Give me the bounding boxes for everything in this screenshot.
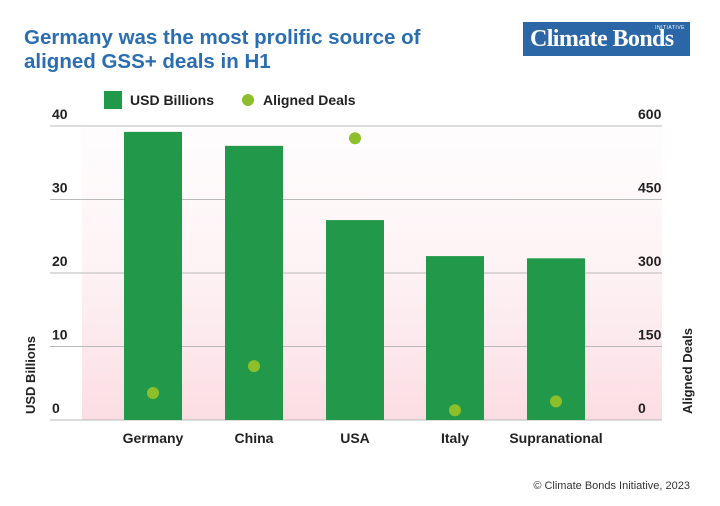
x-tick-label: China	[235, 430, 274, 446]
climate-bonds-logo: Climate Bonds INITIATIVE	[523, 22, 690, 56]
x-tick-label: Supranational	[509, 430, 602, 446]
bar-usa	[326, 220, 384, 420]
logo-small-text: INITIATIVE	[655, 25, 685, 31]
y-tick-label: 20	[52, 253, 68, 269]
dot-usa	[349, 132, 361, 145]
y2-tick-label: 300	[638, 253, 662, 269]
legend-item-dots: Aligned Deals	[214, 92, 356, 108]
dot-italy	[449, 404, 461, 417]
dot-germany	[147, 387, 159, 400]
legend-label-dots: Aligned Deals	[263, 92, 356, 108]
y-tick-label: 10	[52, 327, 68, 343]
bar-italy	[426, 256, 484, 420]
y-tick-label: 40	[52, 106, 68, 122]
legend: USD Billions Aligned Deals	[104, 90, 356, 110]
y-tick-label: 0	[52, 400, 60, 416]
bar-germany	[124, 131, 182, 420]
y-axis-ticks: 0 10 20 30 40	[52, 106, 68, 416]
y2-tick-label: 450	[638, 180, 662, 196]
legend-item-bars: USD Billions	[104, 91, 214, 109]
y2-tick-label: 0	[638, 400, 646, 416]
y-axis-title: USD Billions	[23, 335, 38, 414]
bars	[124, 131, 585, 420]
y2-tick-label: 600	[638, 106, 662, 122]
copyright: © Climate Bonds Initiative, 2023	[533, 480, 690, 492]
y2-axis-ticks: 0 150 300 450 600	[638, 106, 662, 416]
y-tick-label: 30	[52, 180, 68, 196]
bar-supranational	[527, 258, 585, 420]
x-tick-label: Italy	[441, 430, 469, 446]
bar-china	[225, 145, 283, 420]
dot-supranational	[550, 395, 562, 408]
dot-china	[248, 360, 260, 373]
legend-bar-swatch	[104, 91, 122, 109]
x-tick-label: Germany	[123, 430, 184, 446]
dots	[147, 132, 562, 417]
x-axis-ticks: Germany China USA Italy Supranational	[123, 430, 603, 446]
logo-text: Climate Bonds	[530, 26, 674, 52]
legend-label-bars: USD Billions	[130, 92, 215, 108]
y2-axis-title: Aligned Deals	[680, 328, 695, 414]
chart-title: Germany was the most prolific source of …	[24, 26, 421, 73]
legend-dot-swatch	[242, 94, 255, 106]
x-tick-label: USA	[340, 430, 370, 446]
y2-tick-label: 150	[638, 327, 662, 343]
